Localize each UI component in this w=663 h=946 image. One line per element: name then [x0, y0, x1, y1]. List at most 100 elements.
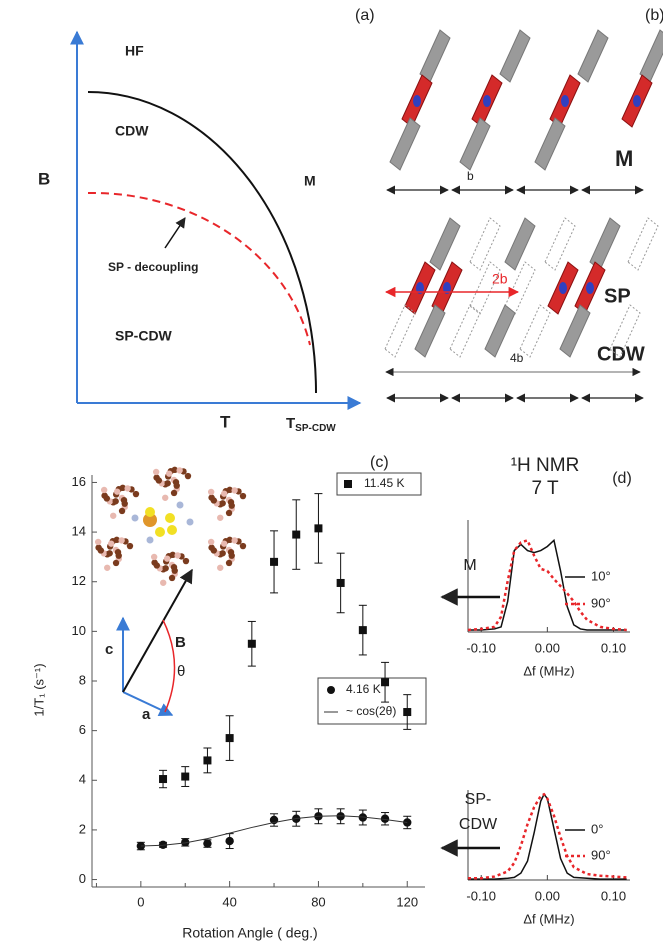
atom — [110, 512, 117, 519]
atom — [176, 467, 183, 474]
atom — [97, 547, 105, 554]
atom — [153, 562, 161, 569]
atom — [104, 564, 111, 571]
point — [336, 578, 345, 587]
x-axis-label: Δf (MHz) — [523, 663, 574, 678]
x-tick-label: 120 — [396, 894, 418, 909]
plate — [519, 304, 551, 358]
atom — [231, 537, 238, 544]
plate — [504, 261, 536, 315]
atom — [220, 490, 228, 497]
label: SP - decoupling — [108, 260, 198, 274]
atom — [124, 485, 131, 492]
atom — [210, 547, 218, 554]
atom — [169, 551, 176, 559]
plate — [429, 217, 461, 271]
panel-a: (a) HF CDW B M SP - decoupling SP-CDW T … — [38, 7, 375, 433]
atom — [163, 555, 171, 562]
arrow — [164, 217, 186, 249]
atom — [220, 540, 228, 547]
atom — [239, 492, 247, 500]
label: M — [615, 146, 633, 171]
panel-label: (b) — [645, 7, 663, 24]
label: 4b — [510, 351, 524, 365]
label: b — [467, 169, 474, 183]
legend-label: ~ cos(2θ) — [346, 704, 396, 718]
atom — [207, 538, 215, 546]
point — [203, 756, 212, 765]
axis-label: B — [38, 169, 50, 188]
atom — [162, 494, 169, 501]
annotation: SP- — [465, 791, 492, 808]
atom — [155, 477, 163, 484]
atom — [160, 579, 167, 586]
plate — [499, 29, 531, 83]
inset-axis — [122, 568, 193, 693]
atom — [150, 553, 158, 561]
point — [225, 734, 234, 743]
atom — [143, 513, 157, 527]
plate — [384, 304, 416, 358]
y-tick-label: 4 — [79, 772, 86, 787]
atom — [217, 514, 224, 521]
panel-label: (c) — [370, 454, 389, 471]
spectrum — [468, 792, 627, 880]
atom — [219, 550, 226, 557]
site — [586, 282, 594, 294]
y-tick-label: 14 — [72, 524, 86, 539]
legend-marker — [344, 480, 352, 488]
legend-label: 11.45 K — [364, 476, 404, 490]
x-tick-label: 40 — [222, 894, 236, 909]
x-tick-label: -0.10 — [466, 640, 496, 655]
y-tick-label: 12 — [72, 573, 86, 588]
atom — [107, 540, 115, 547]
subtitle: 7 T — [531, 478, 559, 499]
label: SP-CDW — [295, 423, 336, 434]
point — [381, 678, 390, 687]
atom — [103, 495, 111, 502]
x-axis-label: Δf (MHz) — [523, 911, 574, 926]
atom — [228, 552, 235, 559]
point — [358, 626, 367, 635]
atom — [115, 552, 122, 559]
atom — [132, 490, 140, 498]
atom — [112, 498, 119, 505]
y-tick-label: 0 — [79, 871, 86, 886]
y-tick-label: 8 — [79, 672, 86, 687]
legend-label: 90° — [591, 595, 611, 610]
annotation: CDW — [459, 816, 498, 833]
x-tick-label: 0.00 — [535, 640, 560, 655]
plate — [449, 304, 481, 358]
site — [483, 95, 491, 107]
atom — [170, 489, 178, 497]
y-axis-label: 1/T₁ (s⁻¹) — [31, 663, 46, 716]
site — [559, 282, 567, 294]
x-tick-label: 80 — [311, 894, 325, 909]
axis-label: T — [220, 412, 231, 431]
point — [203, 839, 212, 848]
atom — [145, 507, 155, 517]
legend-label: 4.16 K — [346, 682, 381, 696]
legend-marker — [327, 686, 335, 694]
atom — [165, 513, 175, 523]
atom — [106, 550, 113, 557]
legend-box — [317, 677, 427, 725]
label: M — [304, 173, 316, 189]
title: ¹H NMR — [511, 455, 580, 476]
point — [314, 524, 323, 533]
atom — [168, 574, 176, 582]
atom — [171, 466, 178, 474]
y-tick-label: 6 — [79, 722, 86, 737]
legend-label: 10° — [591, 568, 611, 583]
plate — [639, 29, 663, 83]
atom — [226, 486, 233, 494]
atom — [173, 482, 180, 489]
label: CDW — [115, 123, 149, 139]
atom — [225, 509, 233, 517]
atom — [174, 552, 181, 559]
plate — [419, 29, 451, 83]
atom — [121, 500, 128, 507]
site — [561, 95, 569, 107]
point — [181, 772, 190, 781]
plate — [609, 304, 641, 358]
